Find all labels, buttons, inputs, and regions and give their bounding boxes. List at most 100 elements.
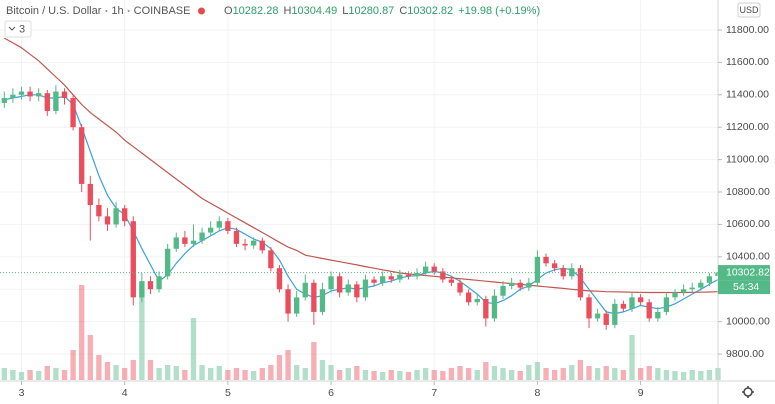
countdown: 54:34 [733,281,759,293]
candle-body [543,256,549,264]
last-price: 10302.82 [726,266,770,278]
currency-box[interactable] [737,2,761,18]
volume-bar [345,368,351,380]
candle-body [250,240,257,246]
candle-body [680,289,687,293]
candle-body [139,281,145,298]
volume-bar [53,368,59,380]
y-tick-label: 10600.00 [726,218,770,230]
candle-body [465,292,472,303]
volume-bar [388,370,394,380]
volume-bar [276,355,283,380]
settings[interactable] [742,386,754,398]
candle-body [53,91,59,112]
volume-bar [165,365,171,380]
candle-body [27,91,33,97]
candle-body [190,240,197,244]
volume-bar [208,368,214,380]
candle-body [96,204,102,217]
candle-body [113,208,119,225]
candle-body [388,276,394,280]
candle-body [551,263,558,269]
volume-bar [508,370,515,380]
volume-bar [354,366,360,380]
change: +19.98 (+0.19%) [458,5,540,17]
candle-body [569,268,575,277]
ohlc-value: 10280.87 [348,5,394,17]
ohlc-label: H [283,5,291,17]
candle-body [474,298,480,303]
volume-bar [646,366,652,380]
ohlc: O10282.28 H10304.49 L10280.87 C10302.82 +19.… [224,5,540,17]
volume-bar [551,370,558,380]
candle-body [173,237,179,249]
candle-body [208,227,214,233]
header: Bitcoin / U.S. Dollar 1h COINBASE O10282… [4,2,761,398]
volume-bar [517,371,523,380]
candle-body [440,271,446,280]
candle-body [655,311,661,319]
candle-body [147,281,154,290]
candle-body [508,282,515,287]
candle-body [328,276,334,290]
ohlc-label: C [399,5,407,17]
volume-bar [285,350,291,380]
candle-body [577,268,584,298]
candle-body [276,268,283,290]
candle-body [483,298,489,319]
volume-bar [336,370,343,380]
indicator-toggle[interactable]: 3 [4,20,32,38]
volume-bar [612,368,618,380]
chevron [8,26,16,31]
volume-bar [216,366,222,380]
x-tick-label: 3 [19,387,25,399]
last-price-box [718,265,770,281]
volume-bar [173,366,179,380]
indicator-count: 3 [19,23,25,35]
volume-bar [680,372,687,380]
separator [105,10,108,12]
candle-body [457,282,463,293]
candle-body [319,289,326,312]
candle-body [603,313,609,325]
candle-body [620,303,627,309]
volume-bar [36,371,42,380]
volume-bar [491,366,498,380]
candle-body [422,266,429,274]
candle-body [371,279,377,283]
candle-body [345,284,351,293]
volume-bar [457,366,463,380]
candle-body [259,240,265,251]
volume-bar [448,368,455,380]
candle-body [311,282,317,312]
y-tick-label: 11000.00 [726,153,769,165]
volume-bar [96,355,102,380]
candle-body [336,276,343,293]
volume-bar [405,372,412,380]
indicator-box[interactable] [4,20,32,38]
status-dot [197,7,205,15]
candle-body [130,221,136,298]
x-tick-label: 4 [122,387,128,399]
candle-body [302,282,308,298]
candle-body [122,208,128,222]
currency-button[interactable]: USD [737,2,761,18]
volume-bar [577,360,584,380]
volume-bar [534,362,541,380]
volume-bar [431,370,437,380]
volume-bar [44,366,50,380]
volume-bar [543,368,549,380]
volume-bar [190,318,197,380]
candle-body [199,232,205,241]
volume-bar [250,371,257,380]
candle-body [526,282,532,288]
candle-body [1,98,7,103]
candle-body [706,276,713,283]
volume-bar [440,371,446,380]
volume-bar [655,368,661,380]
volume-bar [663,370,670,380]
volume-bar [259,368,265,380]
candle-body [285,289,291,314]
candle-body [698,282,704,288]
volume-bar [139,285,145,380]
